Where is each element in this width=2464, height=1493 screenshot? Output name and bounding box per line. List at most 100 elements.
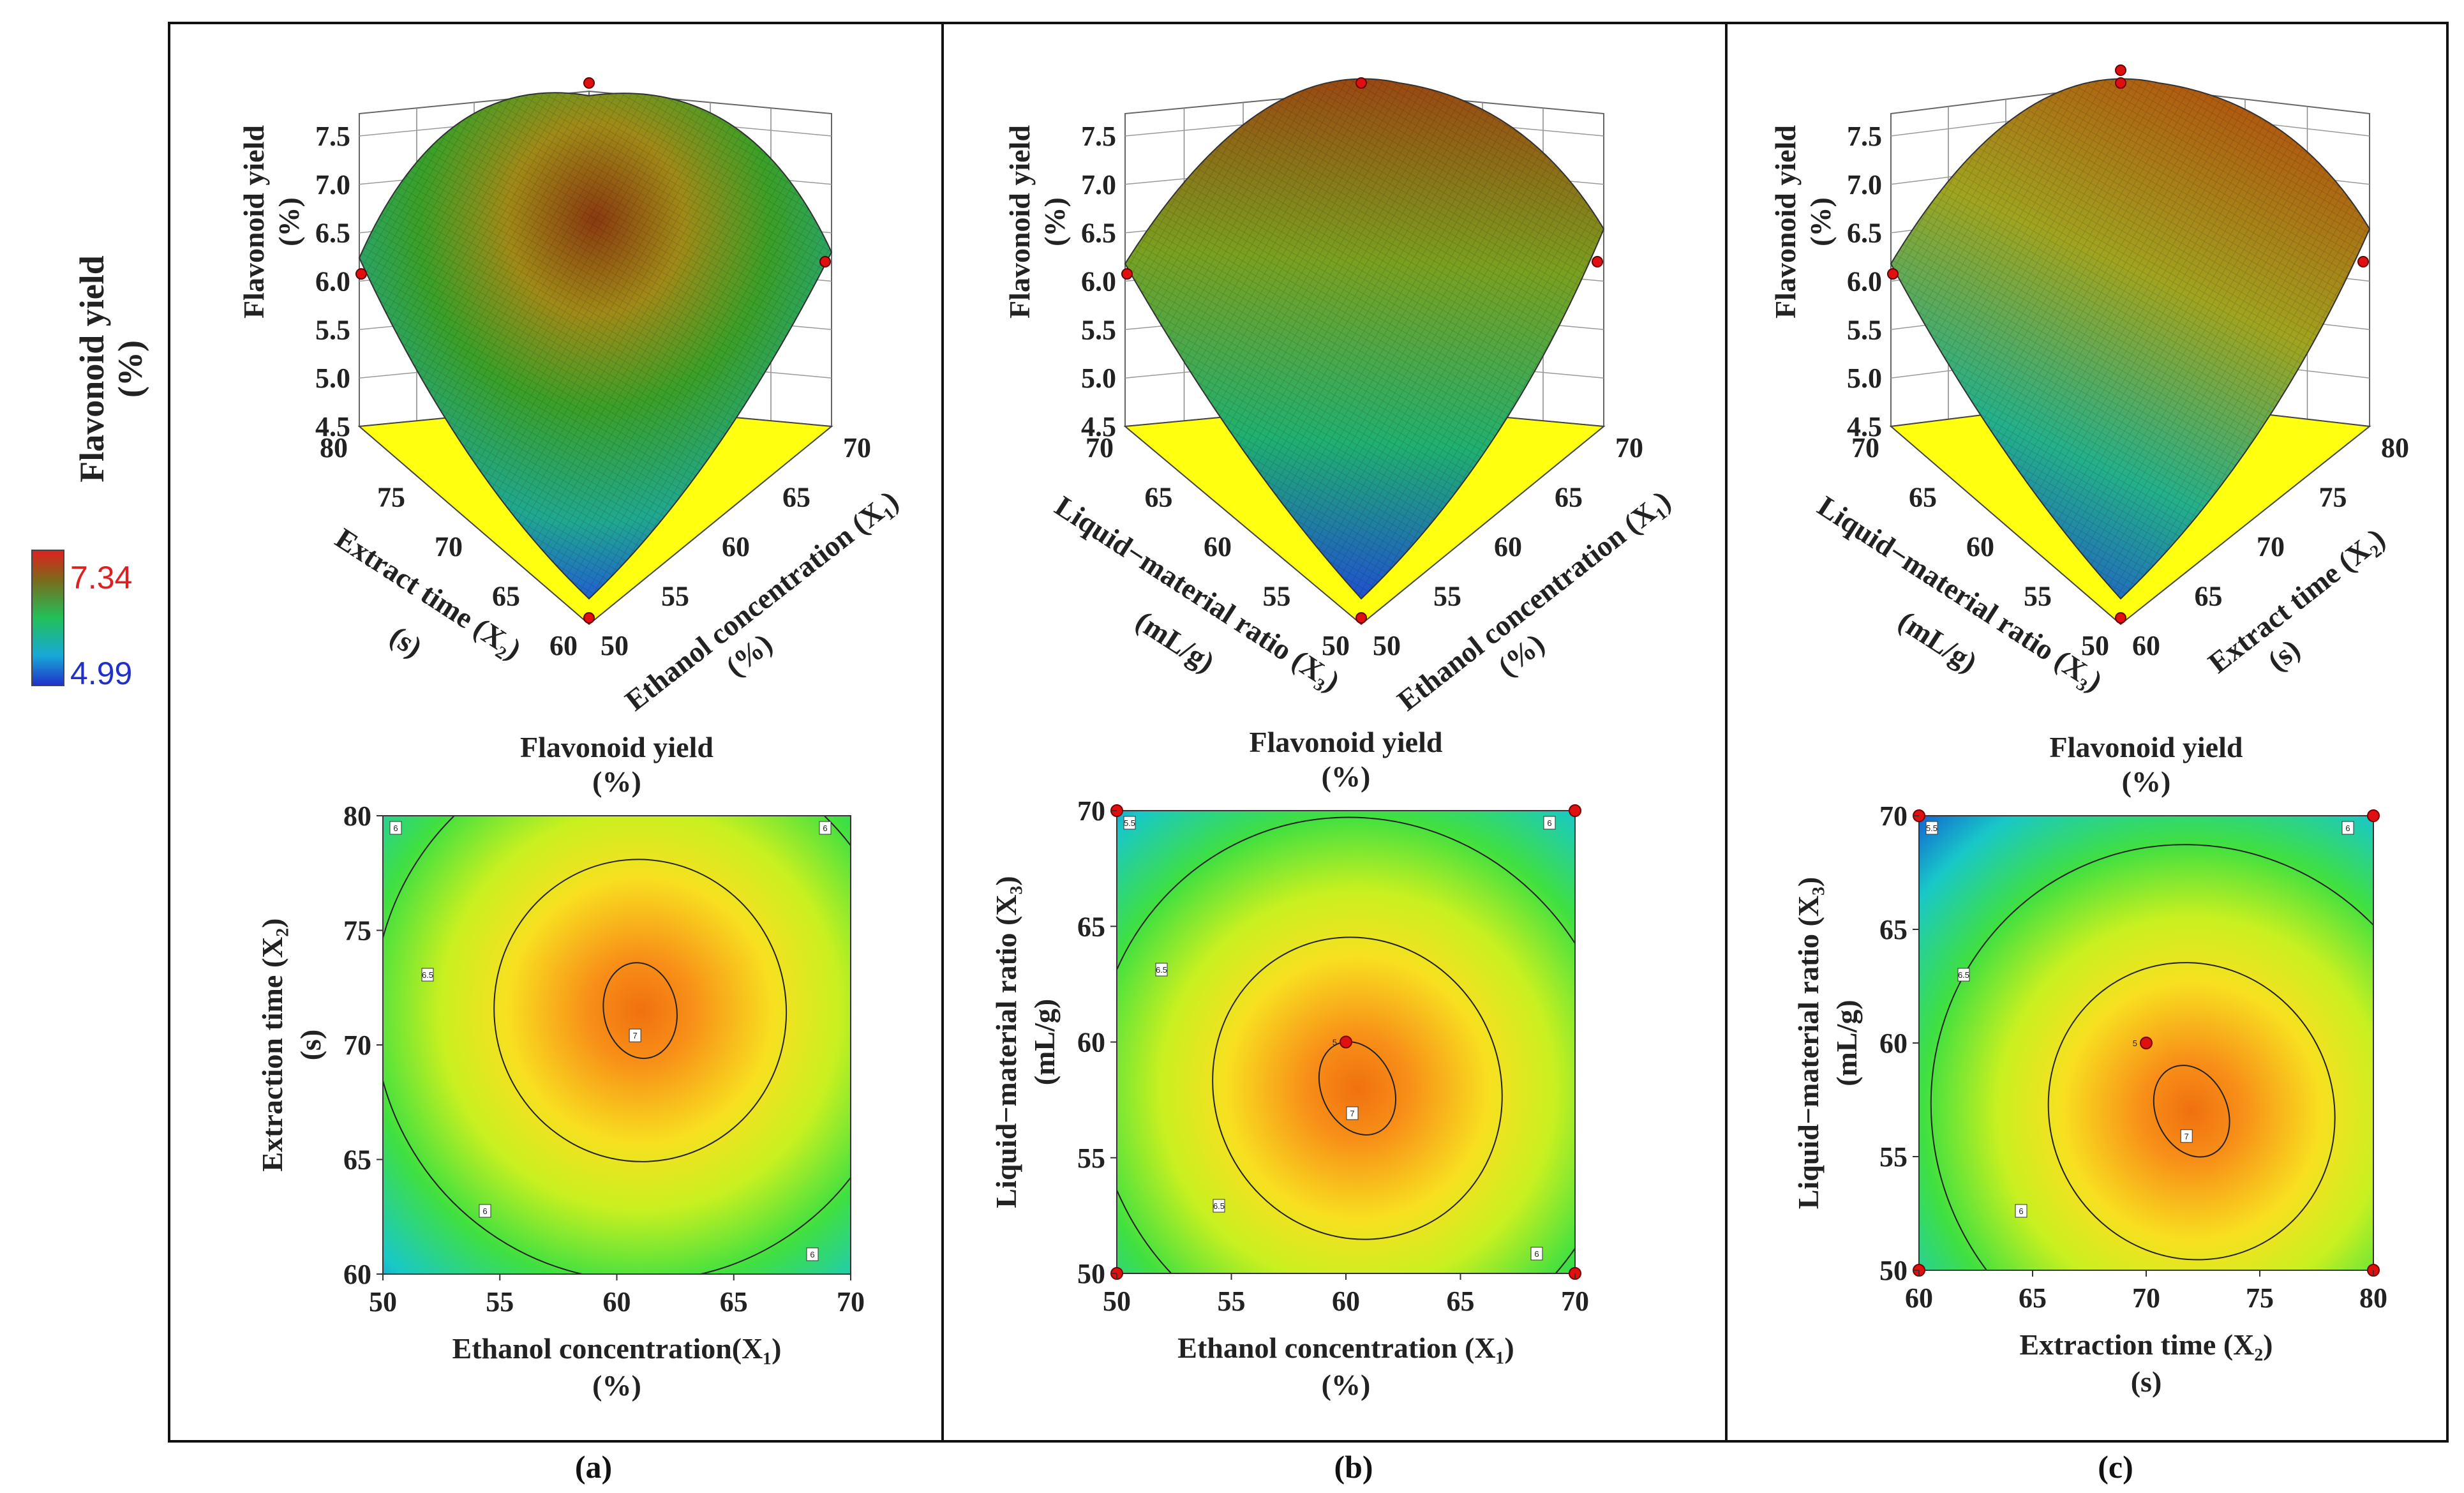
z-axis-label: Flavonoid yield — [237, 125, 270, 319]
z-tick-label: 7.0 — [1081, 169, 1116, 200]
surface-plot-b: 7.5 7.0 6.5 6.0 5.5 5.0 4.5 Flavonoid yield (%) 5… — [1003, 77, 1676, 717]
x-tick-label: 65 — [2195, 581, 2223, 612]
x-tick-label: 55 — [661, 581, 689, 612]
x-tick-label: 65 — [782, 482, 810, 513]
z-tick-label: 6.5 — [315, 218, 350, 249]
center-point-label: 5 — [1333, 1038, 1337, 1047]
y-tick-label: 50 — [2081, 630, 2109, 661]
colorbar-gradient — [31, 550, 64, 686]
y-tick-label: 80 — [343, 800, 371, 832]
y-tick-label: 70 — [1077, 795, 1105, 827]
x-tick-label: 50 — [369, 1286, 397, 1317]
contour-line — [493, 859, 788, 1162]
z-tick-label: 7.0 — [315, 169, 350, 200]
colorbar-title: Flavonoid yield — [73, 255, 111, 483]
y-axis-unit: (mL/g) — [1830, 1000, 1863, 1086]
y-tick-label: 70 — [1851, 432, 1879, 463]
contour-level-box — [2015, 1204, 2027, 1218]
z-tick-label: 6.0 — [315, 266, 350, 297]
contour-level-box — [1123, 816, 1136, 830]
contour-level-label: 7 — [1350, 1109, 1354, 1118]
y-tick-label: 60 — [1879, 1028, 1908, 1059]
contour-level-box — [2341, 821, 2354, 835]
y-tick-label: 55 — [2024, 581, 2052, 612]
x-tick-label: 60 — [1905, 1282, 1933, 1314]
design-point — [1355, 77, 1367, 89]
x-tick-label: 75 — [2319, 482, 2347, 513]
x-tick-label: 60 — [603, 1286, 631, 1317]
design-point — [1121, 268, 1133, 280]
y-tick-label: 75 — [343, 915, 371, 947]
y-tick-label: 70 — [435, 531, 463, 562]
z-tick-label: 4.5 — [1847, 411, 1882, 442]
contour-level-box — [1957, 968, 1970, 982]
contour-line — [2047, 962, 2336, 1261]
x-tick-label: 70 — [1561, 1286, 1589, 1317]
panel-label-c: (c) — [2098, 1449, 2133, 1485]
surface-mesh — [1125, 79, 1604, 599]
y-tick-label: 70 — [1086, 432, 1114, 463]
contour-level-label: 6.5 — [422, 970, 433, 980]
contour-level-label: 6 — [482, 1206, 487, 1216]
x-axis-label: Ethanol concentration(X₁) — [452, 1332, 782, 1365]
contour-level-label: 6 — [810, 1250, 814, 1259]
y-tick-label: 70 — [343, 1030, 371, 1061]
x-tick-label: 65 — [1447, 1286, 1475, 1317]
contour-plot-c: 7 6.5 6 6 5.5 5 Flavonoid yield(%) 60 65 70 75 80 50… — [1792, 731, 2387, 1398]
z-axis-label: Flavonoid yield — [1769, 125, 1802, 319]
design-point — [1592, 256, 1603, 267]
x-tick-label: 55 — [1433, 581, 1461, 612]
contour-title: Flavonoid yield — [1250, 726, 1443, 758]
contour-level-label: 5.5 — [1926, 823, 1938, 833]
contour-level-label: 6 — [1534, 1249, 1539, 1259]
z-tick-label: 5.5 — [315, 314, 350, 345]
y-tick-label: 65 — [1077, 911, 1105, 942]
x-tick-label: 75 — [2246, 1282, 2274, 1314]
center-design-point — [2140, 1037, 2153, 1049]
z-tick-label: 5.5 — [1081, 314, 1116, 345]
center-point-label: 5 — [2133, 1039, 2137, 1048]
y-tick-label: 60 — [1966, 531, 1994, 562]
x-tick-label: 70 — [2132, 1282, 2160, 1314]
z-tick-label: 6.0 — [1081, 266, 1116, 297]
y-tick-label: 50 — [1879, 1255, 1908, 1286]
y-axis-unit: (s) — [294, 1030, 327, 1061]
surface-mesh — [1891, 79, 2370, 599]
contour-level-box — [2180, 1129, 2193, 1143]
x-tick-label: 60 — [722, 531, 750, 562]
x-tick-label: 65 — [720, 1286, 748, 1317]
z-tick-label: 5.0 — [1081, 363, 1116, 394]
z-tick-label: 4.5 — [1081, 411, 1116, 442]
contour-title-unit: (%) — [592, 765, 641, 798]
surface-plot-c: 7.5 7.0 6.5 6.0 5.5 5.0 4.5 Flavonoid yield (%) 6… — [1769, 64, 2409, 698]
y-tick-label: 65 — [1909, 482, 1937, 513]
x-axis-unit: (%) — [592, 1369, 641, 1402]
panel-frame-c — [1725, 22, 2449, 1443]
z-tick-label: 5.5 — [1847, 314, 1882, 345]
contour-level-box — [819, 821, 832, 835]
z-axis-label: Flavonoid yield — [1003, 125, 1036, 319]
contour-level-box — [1346, 1106, 1359, 1120]
x-tick-label: 55 — [486, 1286, 514, 1317]
y-tick-label: 80 — [320, 432, 348, 463]
contour-level-label: 6 — [393, 823, 398, 833]
colorbar-legend: Flavonoid yield (%) 7.34 4.99 — [31, 255, 149, 691]
y-tick-label: 65 — [343, 1144, 371, 1176]
x-tick-label: 65 — [2019, 1282, 2047, 1314]
y-tick-label: 65 — [1879, 914, 1908, 945]
x-tick-label: 60 — [1332, 1286, 1360, 1317]
contour-level-label: 6 — [1547, 818, 1551, 828]
contour-title: Flavonoid yield — [520, 731, 713, 763]
x-tick-label: 50 — [1373, 630, 1401, 661]
contour-level-box — [1925, 821, 1938, 835]
x-tick-label: 70 — [1615, 432, 1643, 463]
z-axis-unit: (%) — [273, 197, 305, 246]
contour-line — [2153, 1065, 2230, 1158]
center-design-point — [1340, 1035, 1352, 1049]
x-axis-unit: (s) — [2131, 1365, 2162, 1398]
y-tick-label: 70 — [1879, 800, 1908, 832]
y-axis-label: Extraction time (X₂) — [256, 919, 288, 1172]
contour-level-label: 6.5 — [1156, 965, 1167, 975]
design-point — [1569, 804, 1581, 817]
design-point — [2115, 77, 2126, 89]
